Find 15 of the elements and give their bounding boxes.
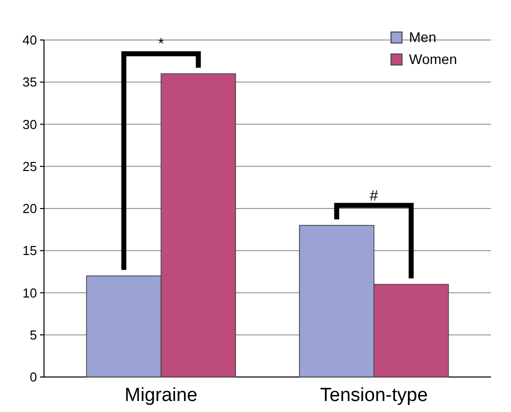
y-tick-label: 10 [22,285,37,300]
y-tick-label: 5 [30,327,37,342]
y-tick-label: 20 [22,201,37,216]
x-tick-label: Tension-type [320,385,428,406]
y-tick-label: 25 [22,158,37,174]
annotation: # [370,187,379,204]
y-tick-label: 30 [22,116,37,132]
x-tick-label: Migraine [124,385,198,406]
annotation: * [158,36,164,53]
y-tick-label: 35 [22,74,37,90]
y-tick-label: 40 [22,32,37,48]
y-tick-label: 15 [22,243,37,258]
y-tick-label: 0 [30,370,37,385]
legend-label: Women [409,51,457,67]
legend-label: Men [409,29,436,45]
